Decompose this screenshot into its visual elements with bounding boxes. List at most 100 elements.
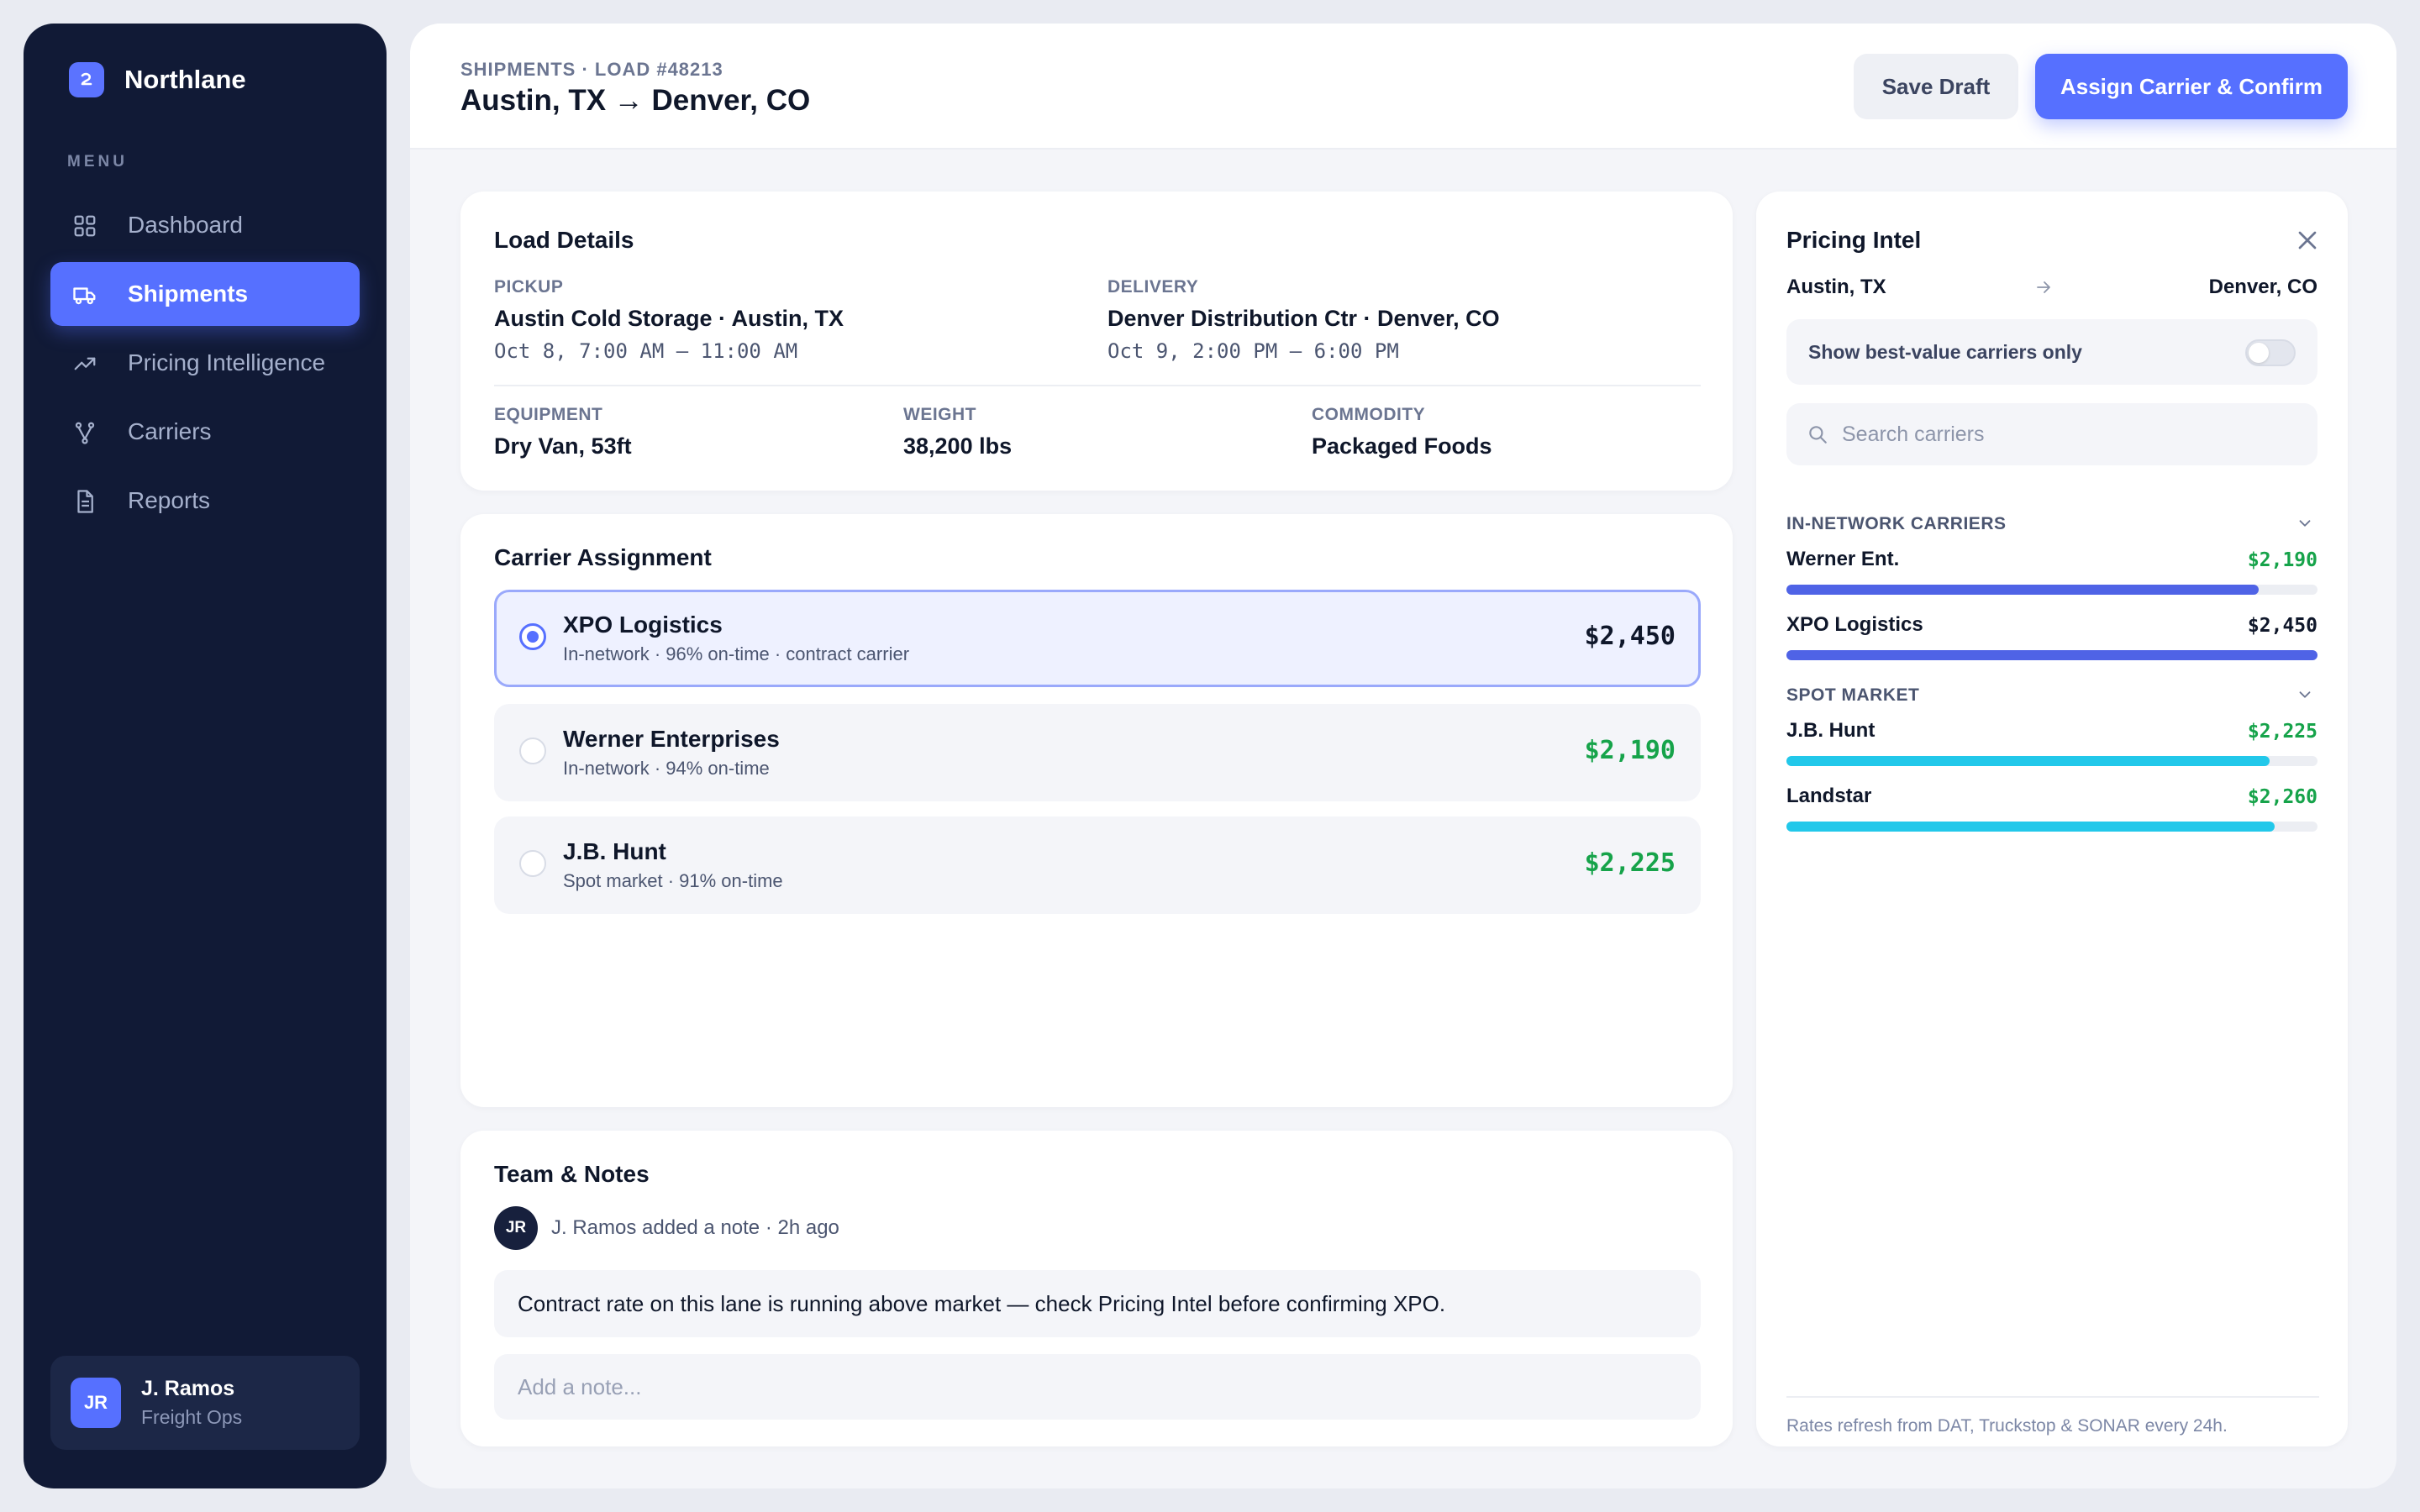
toggle-label: Show best-value carriers only [1808,341,2082,363]
carrier-meta: Spot market · 91% on-time [563,870,783,891]
sidebar-item-carriers[interactable]: Carriers [50,400,360,464]
app-name: Northlane [124,65,246,94]
weight-label: WEIGHT [903,405,976,424]
avatar: JR [494,1206,538,1250]
chevron-down-icon[interactable] [2296,514,2314,533]
load-details-card: Load Details PICKUP Austin Cold Storage … [460,192,1733,491]
brand[interactable]: Northlane [69,62,246,97]
pickup-location: Austin Cold Storage · Austin, TX [494,306,844,331]
rate-bar-fill [1786,822,2275,832]
carrier-meta: In-network · 94% on-time [563,758,770,779]
carrier-option-xpo[interactable]: XPO Logistics In-network · 96% on-time ·… [494,590,1701,687]
notes-card: Team & Notes JR J. Ramos added a note · … [460,1131,1733,1446]
note-meta: J. Ramos added a note · 2h ago [551,1216,839,1239]
rate-bar-fill [1786,756,2270,766]
chevron-down-icon[interactable] [2296,685,2314,704]
carrier-name: J.B. Hunt [563,838,666,864]
sidebar-item-label: Dashboard [128,212,243,238]
rates-footnote: Rates refresh from DAT, Truckstop & SONA… [1786,1416,2228,1436]
equipment-value: Dry Van, 53ft [494,433,632,459]
avatar: JR [71,1378,121,1428]
pricing-intel-panel: Pricing Intel Austin, TX Denver, CO Show… [1756,192,2348,1446]
rate-bar-track [1786,822,2317,832]
rate-carrier-name: Landstar [1786,785,1872,807]
radio[interactable] [519,850,546,877]
best-value-toggle-row: Show best-value carriers only [1786,319,2317,385]
carrier-name: XPO Logistics [563,612,723,638]
truck-icon [73,287,96,305]
rate-row[interactable]: Landstar $2,260 [1786,785,2317,835]
rate-price: $2,450 [2247,615,2317,637]
radio[interactable] [519,738,546,764]
search-input[interactable] [1842,403,2296,465]
arrow-right-icon [2037,281,2050,293]
carrier-search [1786,403,2317,465]
grid-icon [74,215,96,237]
rate-row[interactable]: Werner Ent. $2,190 [1786,548,2317,598]
save-draft-button[interactable]: Save Draft [1854,54,2018,119]
rate-bar-fill [1786,585,2260,595]
assign-carrier-button[interactable]: Assign Carrier & Confirm [2035,54,2348,119]
note-input[interactable] [494,1354,1701,1420]
commodity-label: COMMODITY [1312,405,1426,424]
carrier-assignment-card: Carrier Assignment XPO Logistics In-netw… [460,514,1733,1107]
search-icon [1809,426,1827,444]
equipment-label: EQUIPMENT [494,405,603,424]
sidebar-item-label: Reports [128,487,211,513]
delivery-label: DELIVERY [1107,277,1199,297]
section-label: IN-NETWORK CARRIERS [1786,514,2007,533]
user-name: J. Ramos [141,1377,235,1400]
delivery-location: Denver Distribution Ctr · Denver, CO [1107,306,1500,331]
carrier-option-jbhunt[interactable]: J.B. Hunt Spot market · 91% on-time $2,2… [494,816,1701,914]
carrier-price: $2,190 [1584,736,1676,765]
northlane-logo-icon [69,62,104,97]
card-title: Carrier Assignment [494,544,712,570]
sidebar-item-reports[interactable]: Reports [50,469,360,533]
radio-selected[interactable] [519,623,546,650]
rate-price: $2,260 [2247,786,2317,808]
rate-bar-track [1786,756,2317,766]
page-title: Austin, TX → Denver, CO [460,84,811,117]
in-network-section-header[interactable]: IN-NETWORK CARRIERS [1786,514,2317,534]
card-title: Load Details [494,227,634,253]
carrier-price: $2,450 [1584,622,1676,651]
close-icon[interactable] [2292,225,2323,255]
main-panel: SHIPMENTS · LOAD #48213 Austin, TX → Den… [410,24,2396,1488]
best-value-toggle[interactable] [2245,339,2296,366]
commodity-value: Packaged Foods [1312,433,1492,459]
rate-row[interactable]: J.B. Hunt $2,225 [1786,719,2317,769]
user-meta: J. Ramos Freight Ops [141,1377,242,1429]
divider [494,385,1701,386]
sidebar-item-shipments[interactable]: Shipments [50,262,360,326]
carrier-option-werner[interactable]: Werner Enterprises In-network · 94% on-t… [494,704,1701,801]
branch-icon [75,422,95,444]
carrier-meta: In-network · 96% on-time · contract carr… [563,643,910,664]
divider [1786,1396,2319,1398]
panel-title: Pricing Intel [1786,227,1922,253]
carrier-price: $2,225 [1584,848,1676,878]
document-icon [77,490,93,513]
rate-price: $2,225 [2247,721,2317,743]
rate-bar-track [1786,650,2317,660]
sidebar-item-pricing-intelligence[interactable]: Pricing Intelligence [50,331,360,395]
spot-market-section-header[interactable]: SPOT MARKET [1786,685,2317,706]
sidebar: Northlane MENU Dashboard Shipments Prici… [24,24,387,1488]
route-destination: Denver, CO [2208,276,2317,298]
sidebar-nav: Dashboard Shipments Pricing Intelligence… [50,193,360,538]
menu-label: MENU [67,153,128,171]
topbar: SHIPMENTS · LOAD #48213 Austin, TX → Den… [410,24,2396,150]
breadcrumb: SHIPMENTS · LOAD #48213 [460,59,723,80]
rate-row[interactable]: XPO Logistics $2,450 [1786,613,2317,664]
user-card[interactable]: JR J. Ramos Freight Ops [50,1356,360,1450]
rate-carrier-name: XPO Logistics [1786,613,1923,636]
user-role: Freight Ops [141,1406,243,1428]
pickup-window: Oct 8, 7:00 AM – 11:00 AM [494,339,798,363]
rate-bar-fill [1786,650,2317,660]
carrier-name: Werner Enterprises [563,726,780,752]
delivery-window: Oct 9, 2:00 PM – 6:00 PM [1107,339,1399,363]
sidebar-item-dashboard[interactable]: Dashboard [50,193,360,257]
sidebar-item-label: Carriers [128,418,212,444]
route-origin: Austin, TX [1786,276,1886,298]
rate-carrier-name: J.B. Hunt [1786,719,1876,742]
sidebar-item-label: Pricing Intelligence [128,349,326,375]
